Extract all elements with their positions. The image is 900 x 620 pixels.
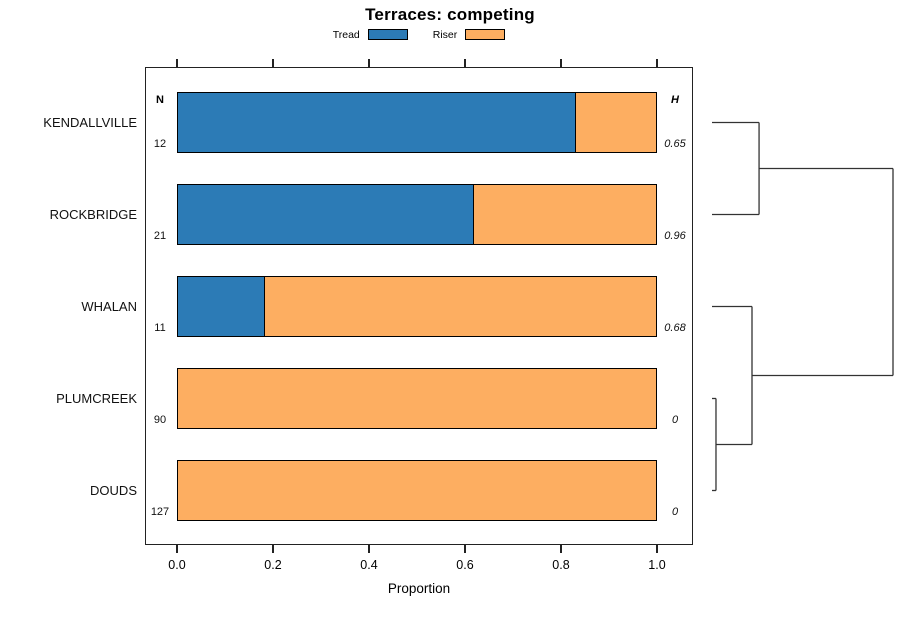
x-axis-top-tick (272, 59, 274, 67)
n-value: 127 (150, 506, 170, 518)
x-axis-top-tick (656, 59, 658, 67)
legend-swatch-riser (465, 29, 506, 40)
category-label: WHALAN (81, 298, 137, 314)
category-label: KENDALLVILLE (43, 114, 137, 130)
n-value: 90 (153, 414, 167, 426)
x-axis-bottom-tick (176, 545, 178, 553)
h-value: 0 (671, 506, 679, 518)
legend-item-riser: Riser (433, 29, 506, 41)
category-label: DOUDS (90, 482, 137, 498)
bar-row (177, 92, 657, 153)
bar-row (177, 276, 657, 337)
n-value: 21 (153, 230, 167, 242)
h-value: 0 (671, 414, 679, 426)
x-axis-label: Proportion (387, 581, 451, 596)
x-axis-top-tick (464, 59, 466, 67)
x-axis-top-tick (560, 59, 562, 67)
legend-label-riser: Riser (432, 28, 458, 41)
x-axis-tick-label: 1.0 (648, 558, 666, 572)
x-axis-tick-label: 0.0 (168, 558, 186, 572)
legend-item-tread: Tread (333, 29, 408, 41)
x-axis-top-tick (368, 59, 370, 67)
legend: Tread Riser (145, 27, 693, 42)
h-value: 0.96 (664, 230, 686, 242)
x-axis-bottom-tick (272, 545, 274, 553)
x-axis-bottom-tick (368, 545, 370, 553)
bar-segment-tread (178, 185, 474, 244)
x-axis-bottom-tick (656, 545, 658, 553)
plot-box (145, 67, 693, 545)
bar-row (177, 368, 657, 429)
h-value: 0.68 (664, 322, 686, 334)
bar-segment-tread (178, 93, 577, 152)
bar-row (177, 184, 657, 245)
legend-swatch-tread (367, 29, 408, 40)
x-axis-tick-label: 0.6 (456, 558, 474, 572)
legend-label-tread: Tread (332, 28, 360, 41)
bar-row (177, 460, 657, 521)
x-axis-tick-label: 0.4 (360, 558, 378, 572)
n-value: 11 (154, 322, 166, 334)
x-axis-top-tick (176, 59, 178, 67)
x-axis-bottom-tick (464, 545, 466, 553)
chart-title: Terraces: competing (365, 5, 535, 24)
x-axis-tick-label: 0.8 (552, 558, 570, 572)
category-label: PLUMCREEK (56, 390, 137, 406)
x-axis-bottom-tick (560, 545, 562, 553)
n-value: 12 (153, 138, 167, 150)
h-column-header: H (671, 94, 679, 106)
category-label: ROCKBRIDGE (49, 206, 137, 222)
x-axis-tick-label: 0.2 (264, 558, 282, 572)
h-value: 0.65 (664, 138, 686, 150)
n-column-header: N (156, 94, 164, 106)
bar-segment-tread (178, 277, 265, 336)
